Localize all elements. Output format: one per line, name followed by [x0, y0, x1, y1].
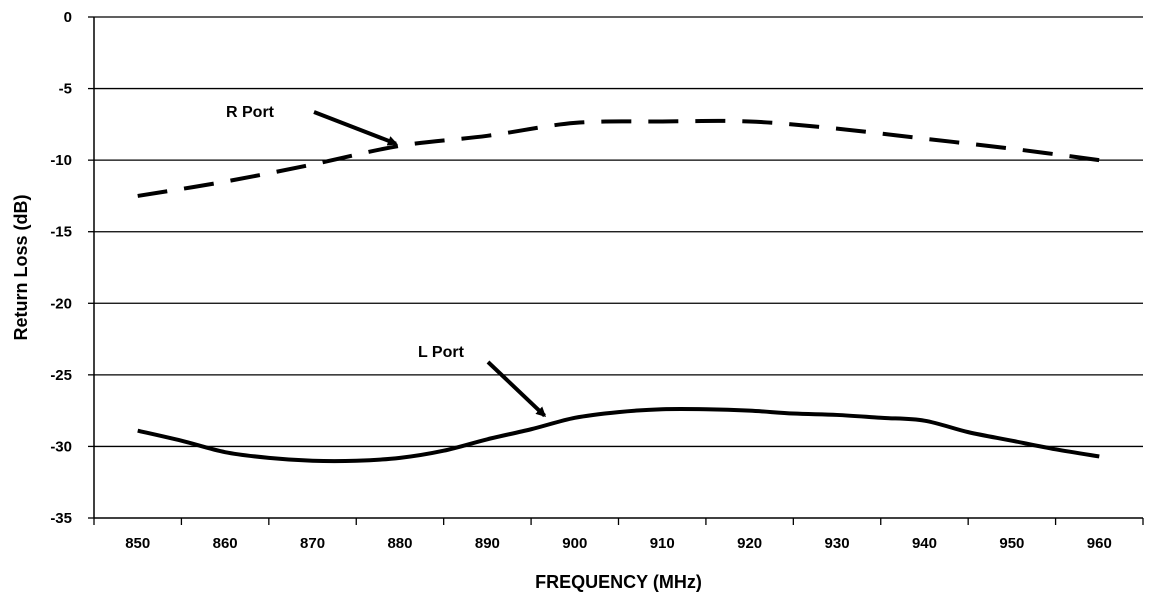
x-tick-label: 890: [475, 535, 500, 552]
annotations: R Port L Port: [226, 104, 547, 418]
x-tick-label: 950: [999, 535, 1024, 552]
series-lines: [137, 118, 1100, 464]
gridlines: [94, 16, 1143, 448]
series-line-r-port: [137, 118, 1100, 198]
y-tick-label: -5: [59, 81, 72, 98]
y-tick-label: -35: [50, 510, 72, 527]
annotation-label-l-port: L Port: [418, 344, 465, 361]
annotation-arrow-r-port: [313, 110, 398, 146]
x-tick-label: 900: [562, 535, 587, 552]
y-tick-label: -25: [50, 367, 72, 384]
x-tick-label: 880: [387, 535, 412, 552]
y-tick-label: -30: [50, 438, 72, 455]
series-line-l-port: [137, 406, 1100, 464]
y-tick-label: 0: [64, 9, 72, 26]
x-tick-label: 910: [650, 535, 675, 552]
x-axis-title: FREQUENCY (MHz): [535, 572, 702, 592]
y-tick-label: -20: [50, 295, 72, 312]
y-tick-label: -15: [50, 224, 72, 241]
y-tick-label: -10: [50, 152, 72, 169]
x-tick-label: 860: [213, 535, 238, 552]
x-tick-label: 960: [1087, 535, 1112, 552]
x-tick-label: 870: [300, 535, 325, 552]
axes: [88, 16, 1144, 525]
annotation-label-r-port: R Port: [226, 104, 275, 121]
annotation-arrow-l-port: [486, 360, 547, 418]
x-tick-label: 920: [737, 535, 762, 552]
tick-labels: 0 -5 -10 -15 -20 -25 -30 -35 850 860 870 880 890 900 9…: [50, 9, 1111, 552]
x-tick-label: 930: [825, 535, 850, 552]
x-tick-label: 940: [912, 535, 937, 552]
y-axis-title: Return Loss (dB): [11, 194, 31, 340]
x-tick-label: 850: [125, 535, 150, 552]
